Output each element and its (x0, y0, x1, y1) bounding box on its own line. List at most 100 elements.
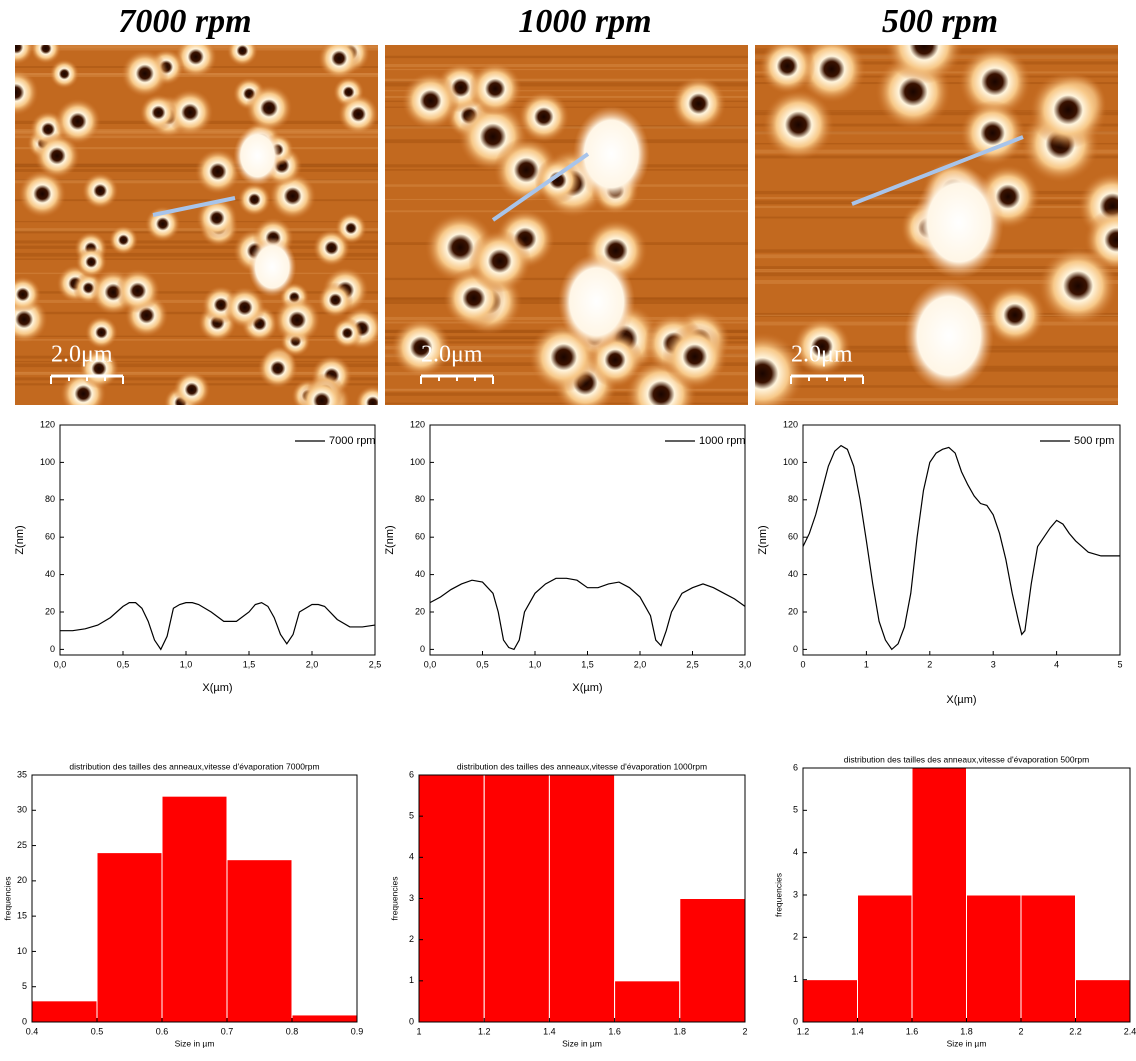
histogram-bar (418, 774, 485, 1023)
scan-streak (15, 363, 378, 368)
scale-bar-label: 2.0μm (791, 342, 853, 368)
y-tick-label: 1 (409, 975, 414, 985)
profile-line (802, 444, 1120, 651)
histogram-bar (161, 795, 228, 1023)
y-tick-label: 30 (17, 805, 27, 815)
x-tick-label: 1 (864, 659, 869, 669)
panel-title: 1000 rpm (518, 3, 651, 40)
profile-line (429, 577, 746, 651)
aggregate (904, 279, 994, 392)
histogram-bar (1075, 979, 1131, 1023)
ring (960, 100, 1026, 166)
x-tick-label: 2,5 (369, 659, 382, 669)
y-tick-label: 0 (793, 644, 798, 654)
y-tick-label: 3 (409, 893, 414, 903)
ring (793, 317, 851, 376)
scan-streak (15, 339, 378, 341)
x-tick-label: 0 (800, 659, 805, 669)
x-tick-label: 1,0 (180, 659, 193, 669)
x-tick-label: 1 (416, 1026, 421, 1036)
afm-image (385, 45, 748, 405)
x-axis-label: X(µm) (946, 694, 976, 706)
scan-streak (385, 95, 748, 98)
y-tick-label: 100 (40, 457, 55, 467)
y-tick-label: 6 (409, 769, 414, 779)
histogram-bar (483, 774, 550, 1023)
ring (318, 45, 361, 80)
scan-streak (385, 78, 748, 82)
scan-streak (385, 55, 748, 59)
y-tick-label: 5 (409, 811, 414, 821)
ring (173, 370, 211, 405)
y-axis-label: Z(nm) (384, 525, 396, 554)
x-tick-label: 0.5 (91, 1026, 104, 1036)
scale-bar-label: 2.0μm (421, 342, 483, 368)
y-tick-label: 20 (17, 875, 27, 885)
x-tick-label: 5 (1117, 659, 1122, 669)
scan-streak (755, 272, 1118, 274)
y-tick-label: 6 (793, 762, 798, 772)
panel-title: 7000 rpm (118, 3, 251, 40)
x-axis-label: X(µm) (572, 682, 602, 694)
x-tick-label: 1.6 (906, 1026, 919, 1036)
y-tick-label: 80 (788, 494, 798, 504)
y-tick-label: 20 (788, 606, 798, 616)
ring (468, 229, 532, 293)
histogram-bar (966, 894, 1022, 1023)
scan-streak (15, 311, 378, 315)
x-tick-label: 1.2 (478, 1026, 491, 1036)
x-axis-label: Size in µm (175, 1038, 215, 1048)
x-axis-label: Size in µm (562, 1038, 602, 1048)
scan-streak (15, 147, 378, 150)
ring (75, 246, 107, 278)
chart-title: distribution des tailles des anneaux,vit… (844, 754, 1089, 764)
plot-frame (429, 424, 746, 656)
ring (759, 45, 816, 95)
ring (518, 91, 570, 143)
scan-streak (755, 149, 1118, 154)
histogram-bar (857, 894, 913, 1023)
y-tick-label: 15 (17, 911, 27, 921)
scan-streak (385, 63, 748, 68)
afm-image (755, 45, 1118, 405)
ring (15, 45, 34, 65)
ring (166, 88, 214, 136)
ring (338, 93, 378, 135)
ring (54, 98, 101, 145)
plot-frame (802, 424, 1121, 656)
ring (317, 282, 354, 318)
x-tick-label: 2 (927, 659, 932, 669)
scan-streak (15, 199, 378, 202)
aggregate (558, 253, 636, 350)
ring (108, 225, 139, 255)
y-tick-label: 60 (45, 532, 55, 542)
scan-streak (755, 273, 1118, 277)
histogram-bar (291, 1014, 358, 1023)
ring (468, 61, 522, 116)
ring (194, 148, 241, 195)
y-tick-label: 120 (40, 419, 55, 429)
ring (312, 229, 351, 267)
scan-streak (385, 81, 748, 83)
histogram-bar (96, 852, 163, 1023)
y-tick-label: 4 (793, 847, 798, 857)
y-tick-label: 80 (415, 494, 425, 504)
scan-streak (15, 299, 378, 303)
y-tick-label: 60 (415, 532, 425, 542)
x-tick-label: 1.6 (608, 1026, 621, 1036)
x-tick-label: 1,0 (529, 659, 542, 669)
x-axis-label: Size in µm (947, 1038, 987, 1048)
scan-streak (15, 272, 378, 275)
plot-frame (31, 774, 358, 1023)
scan-streak (15, 135, 378, 139)
x-tick-label: 2,0 (634, 659, 647, 669)
ring (958, 45, 1032, 118)
y-tick-label: 40 (788, 569, 798, 579)
ring (671, 76, 727, 132)
y-tick-label: 4 (409, 852, 414, 862)
aggregate (233, 125, 282, 186)
y-tick-label: 0 (22, 1016, 27, 1026)
y-tick-label: 100 (783, 457, 798, 467)
ring (391, 317, 451, 378)
ring (139, 93, 177, 132)
